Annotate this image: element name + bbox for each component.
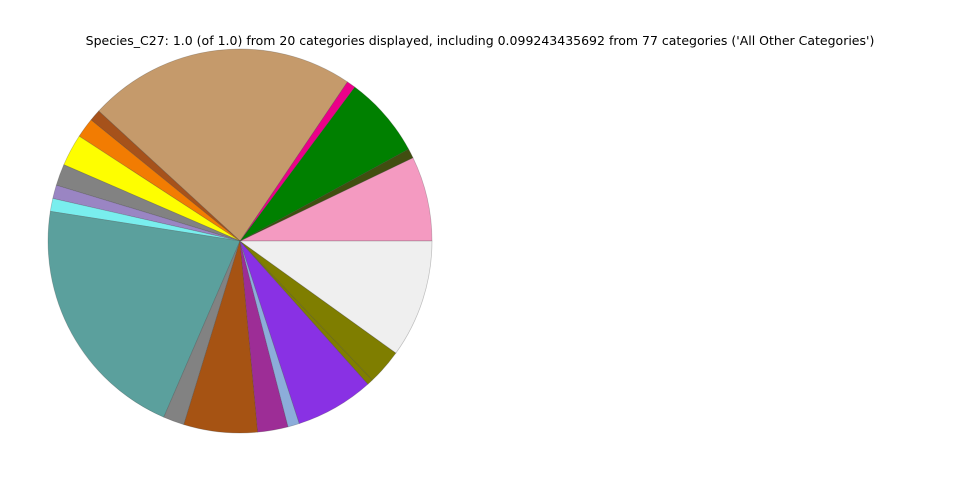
pie-slice-6 [90, 110, 241, 242]
pie-slice-20-all-other-categories [239, 240, 433, 354]
chart-title: Species_C27: 1.0 (of 1.0) from 20 catego… [85, 33, 875, 48]
pie-slice-15 [239, 240, 289, 433]
pie-slice-2 [239, 148, 414, 242]
pie-slice-4 [239, 81, 356, 242]
pie-slice-11 [49, 198, 241, 242]
pie-slice-16 [239, 240, 300, 428]
pie-slice-8 [63, 135, 241, 242]
pie-slice-13 [163, 240, 241, 425]
pie-slice-19 [239, 240, 397, 381]
pie-slice-12 [47, 210, 241, 418]
pie-slice-9 [55, 164, 241, 242]
pie-slice-14 [183, 240, 259, 434]
pie-slice-5 [98, 48, 348, 242]
pie-slice-7 [78, 119, 241, 242]
pie-slices-group [47, 48, 433, 434]
pie-slice-18 [239, 240, 373, 385]
pie-slice-17 [239, 240, 369, 424]
pie-slice-3 [239, 86, 409, 242]
pie-slice-1 [239, 157, 433, 242]
pie-slice-10 [52, 184, 241, 242]
